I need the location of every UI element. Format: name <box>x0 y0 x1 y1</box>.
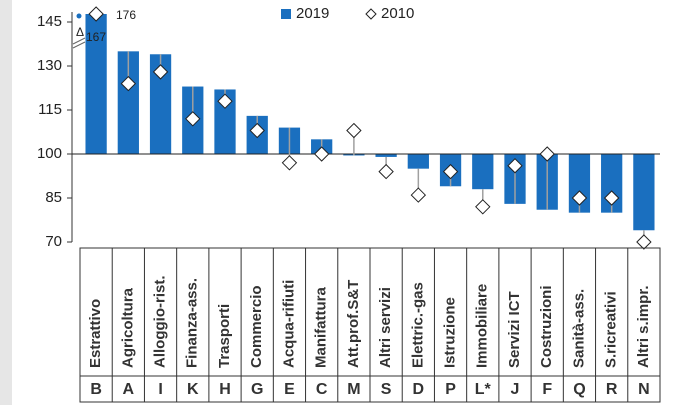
x-tick-label: Acqua-rifiuti <box>280 280 297 368</box>
bar <box>407 154 429 169</box>
x-tick-label: Altri s.impr. <box>635 285 652 368</box>
category-code: D <box>413 381 425 398</box>
data-label: 167 <box>86 30 106 44</box>
diamond <box>378 163 394 180</box>
x-tick-label: Trasporti <box>216 304 233 368</box>
x-tick-label: Costruzioni <box>538 286 555 369</box>
x-tick-label: Finanza-ass. <box>184 278 201 368</box>
category-code: B <box>90 381 102 398</box>
category-code: C <box>316 381 328 398</box>
category-code: F <box>542 381 552 398</box>
bar <box>633 154 655 231</box>
category-code: L* <box>475 381 492 398</box>
data-label: 176 <box>116 8 136 22</box>
y-tick-label: 130 <box>37 57 62 74</box>
diamond <box>281 155 298 171</box>
x-tick-label: Estrattivo <box>87 299 104 368</box>
diamond <box>249 122 265 139</box>
x-tick-label: Elettric.-gas <box>409 282 426 368</box>
bar <box>472 154 494 190</box>
diamond <box>346 122 362 139</box>
bar <box>149 54 172 155</box>
bar <box>85 14 107 154</box>
category-code: P <box>445 381 456 398</box>
x-tick-label: Commercio <box>248 285 265 368</box>
legend-swatch <box>365 8 377 20</box>
x-tick-label: Manifattura <box>313 287 330 368</box>
category-code: J <box>511 381 520 398</box>
note-marker <box>76 13 82 19</box>
side-strip <box>0 0 12 405</box>
diamond <box>636 234 652 250</box>
x-tick-label: Att.prof.S&T <box>345 280 362 368</box>
y-tick-label: 145 <box>37 13 62 30</box>
x-tick-label: Immobiliare <box>474 284 491 368</box>
x-tick-label: Alloggio-rist. <box>152 276 169 369</box>
break-mark <box>72 37 86 49</box>
x-tick-label: Sanità-ass. <box>570 289 587 368</box>
bar <box>375 154 397 157</box>
diamond <box>475 199 491 215</box>
category-code: I <box>158 381 162 398</box>
legend-label: 2019 <box>296 5 329 22</box>
diamond <box>571 190 588 206</box>
category-code: G <box>251 381 263 398</box>
category-code: S <box>381 381 392 398</box>
category-code: A <box>123 381 135 398</box>
diamond <box>88 6 104 22</box>
legend-swatch <box>281 9 291 19</box>
diamond <box>539 146 555 162</box>
y-tick-label: 115 <box>38 101 62 118</box>
x-tick-label: Altri servizi <box>377 287 394 368</box>
category-code: R <box>606 381 618 398</box>
diamond <box>217 93 233 109</box>
y-tick-label: 70 <box>45 233 62 250</box>
bar <box>214 89 236 154</box>
diamond <box>507 158 523 174</box>
diamond <box>152 64 169 80</box>
category-code: Q <box>573 381 585 398</box>
category-code: M <box>347 381 360 398</box>
diamond <box>313 146 330 162</box>
note-marker: Δ <box>76 25 84 39</box>
diamond <box>410 187 427 203</box>
x-tick-label: Agricoltura <box>119 287 136 368</box>
x-tick-label: Istruzione <box>442 297 459 368</box>
y-tick-label: 100 <box>37 145 62 162</box>
bar <box>117 51 139 155</box>
diamond <box>120 75 137 92</box>
diamond <box>185 111 201 127</box>
category-code: K <box>187 381 199 398</box>
legend-label: 2010 <box>381 5 414 22</box>
diamond <box>603 190 620 206</box>
x-tick-label: Servizi ICT <box>506 291 523 368</box>
category-code: N <box>638 381 650 398</box>
category-code: H <box>219 381 231 398</box>
category-code: E <box>284 381 295 398</box>
y-tick-label: 85 <box>45 189 62 206</box>
diamond <box>442 163 459 180</box>
x-tick-label: S.ricreativi <box>603 291 620 368</box>
